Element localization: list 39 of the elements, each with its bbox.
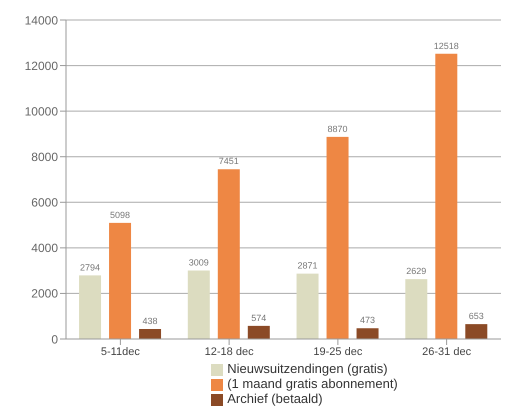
data-label: 473: [360, 315, 376, 326]
x-tick-label: 5-11dec: [100, 346, 140, 358]
data-label: 8870: [328, 124, 348, 134]
data-label: 438: [142, 316, 158, 326]
x-tick-label: 26-31 dec: [422, 346, 472, 358]
bar: [248, 326, 270, 339]
y-tick-label: 0: [51, 332, 58, 346]
data-label: 2871: [298, 260, 318, 271]
y-tick-label: 2000: [31, 286, 58, 301]
bar: [139, 329, 162, 339]
bar: [296, 274, 319, 339]
data-label: 2794: [80, 262, 100, 272]
legend-label: Archief (betaald): [227, 391, 323, 406]
data-label: 12518: [434, 40, 459, 51]
x-tick-label: 12-18 dec: [204, 346, 254, 358]
y-tick-label: 10000: [24, 104, 58, 118]
y-tick-label: 12000: [24, 58, 58, 73]
y-tick-label: 4000: [31, 241, 58, 256]
data-label: 574: [251, 312, 266, 323]
bar: [109, 222, 132, 339]
data-label: 653: [468, 311, 484, 322]
bar: [405, 279, 428, 339]
data-label: 2629: [406, 266, 426, 276]
y-tick-label: 14000: [24, 13, 58, 28]
bar: [218, 169, 240, 339]
bar: [435, 54, 458, 339]
data-label: 5098: [110, 210, 130, 220]
legend-label: (1 maand gratis abonnement): [227, 376, 398, 391]
bar: [188, 270, 210, 339]
bar: [356, 328, 379, 339]
x-tick-label: 19-25 dec: [313, 346, 363, 358]
bar: [79, 275, 102, 339]
data-label: 7451: [218, 156, 239, 166]
bar: [465, 324, 488, 339]
data-label: 3009: [188, 257, 209, 268]
legend-label: Nieuwsuitzendingen (gratis): [227, 361, 388, 376]
y-tick-label: 8000: [31, 150, 58, 164]
y-tick-label: 6000: [31, 196, 58, 210]
bar: [326, 136, 349, 339]
